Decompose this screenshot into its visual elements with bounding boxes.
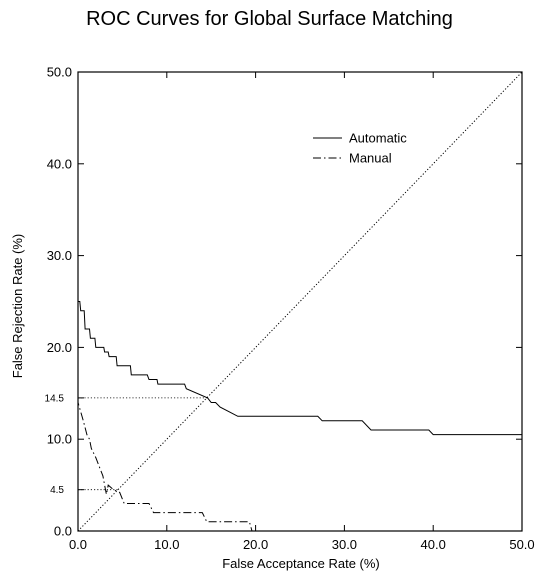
chart-title: ROC Curves for Global Surface Matching bbox=[86, 8, 453, 30]
plot-frame bbox=[77, 71, 523, 532]
x-tick-label: 30.0 bbox=[332, 537, 357, 552]
x-tick-label: 40.0 bbox=[421, 537, 446, 552]
y-axis-label: False Rejection Rate (%) bbox=[10, 234, 25, 379]
tick-labels: 14.5 4.5 0.0 10.0 20.0 30.0 40.0 50.0 0.0 10.0 20.… bbox=[45, 65, 535, 553]
x-tick-label: 50.0 bbox=[509, 537, 534, 552]
x-tick-label: 10.0 bbox=[154, 537, 179, 552]
x-tick-label: 0.0 bbox=[69, 537, 87, 552]
plot-border bbox=[77, 71, 523, 532]
y-tick-label: 0.0 bbox=[54, 524, 72, 539]
diagonal-line bbox=[77, 71, 523, 532]
reference-lines bbox=[77, 71, 523, 532]
legend-label-manual: Manual bbox=[349, 151, 392, 166]
y-tick-label: 30.0 bbox=[47, 248, 72, 263]
series-line-manual bbox=[77, 72, 522, 532]
series-lines bbox=[77, 72, 522, 532]
y-tick-label: 50.0 bbox=[47, 65, 72, 80]
y-tick-label: 10.0 bbox=[47, 432, 72, 447]
y-tick-label: 40.0 bbox=[47, 156, 72, 171]
legend-label-automatic: Automatic bbox=[349, 131, 407, 146]
reference-tick-label: 14.5 bbox=[45, 393, 65, 404]
series-line-automatic bbox=[77, 72, 522, 436]
x-axis-label: False Acceptance Rate (%) bbox=[222, 556, 380, 571]
y-tick-label: 20.0 bbox=[47, 340, 72, 355]
x-tick-label: 20.0 bbox=[243, 537, 268, 552]
legend: Automatic Manual bbox=[313, 131, 407, 166]
reference-tick-label: 4.5 bbox=[50, 485, 64, 496]
